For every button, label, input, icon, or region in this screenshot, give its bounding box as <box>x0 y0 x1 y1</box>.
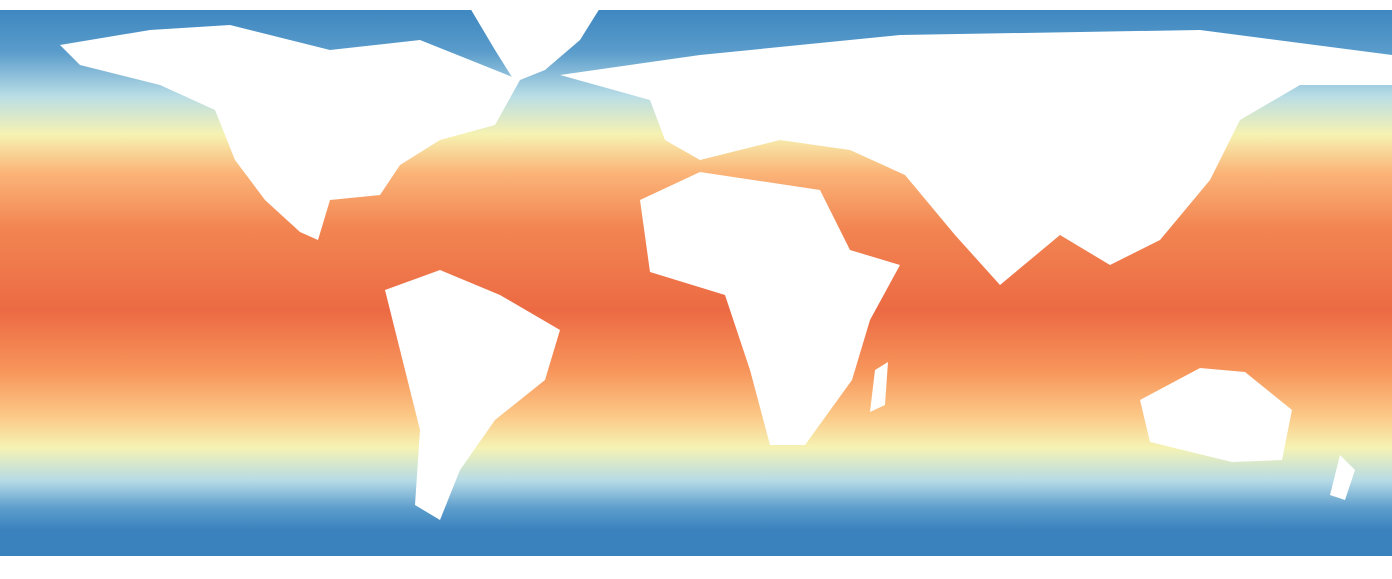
north-america <box>60 25 520 240</box>
south-america <box>385 270 560 520</box>
antarctica <box>0 556 1392 579</box>
greenland <box>470 8 600 82</box>
new-zealand <box>1330 455 1355 500</box>
eurasia <box>560 30 1392 285</box>
arctic <box>0 0 1392 10</box>
africa <box>640 172 900 445</box>
australia <box>1140 368 1292 462</box>
madagascar <box>870 362 888 412</box>
